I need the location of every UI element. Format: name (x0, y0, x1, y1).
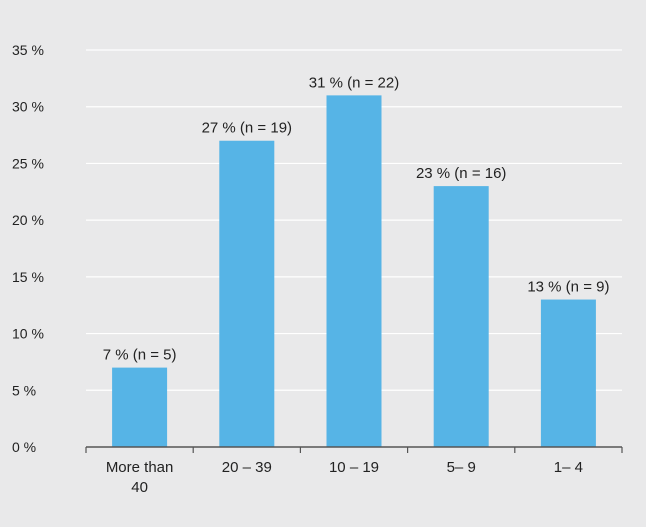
x-tick-label: 10 – 19 (329, 459, 379, 476)
data-label: 31 % (n = 22) (309, 74, 399, 91)
bar (112, 367, 168, 447)
x-tick-label: 20 – 39 (222, 459, 272, 476)
data-label: 23 % (n = 16) (416, 165, 506, 182)
axes (85, 446, 623, 453)
y-tick-label: 0 % (12, 439, 36, 455)
bar (433, 186, 489, 447)
y-tick-label: 25 % (12, 155, 44, 171)
data-label: 7 % (n = 5) (103, 347, 177, 364)
bars (112, 95, 596, 447)
x-tick-label: 1– 4 (554, 459, 583, 476)
x-tick-label: 40 (131, 479, 148, 496)
y-tick-label: 20 % (12, 212, 44, 228)
x-tick-label: 5– 9 (447, 459, 476, 476)
bar (540, 299, 596, 447)
data-label: 27 % (n = 19) (202, 120, 292, 137)
y-tick-label: 15 % (12, 269, 44, 285)
bar (219, 140, 275, 447)
x-tick-label: More than (106, 459, 174, 476)
y-tick-label: 10 % (12, 326, 44, 342)
y-tick-label: 35 % (12, 42, 44, 58)
labels: 0 % 5 % 10 % 15 % 20 % 25 % 30 % 35 % 7 % (n = 5… (12, 42, 609, 496)
y-tick-label: 5 % (12, 382, 36, 398)
y-tick-label: 30 % (12, 99, 44, 115)
bar (326, 95, 382, 447)
data-label: 13 % (n = 9) (527, 279, 609, 296)
